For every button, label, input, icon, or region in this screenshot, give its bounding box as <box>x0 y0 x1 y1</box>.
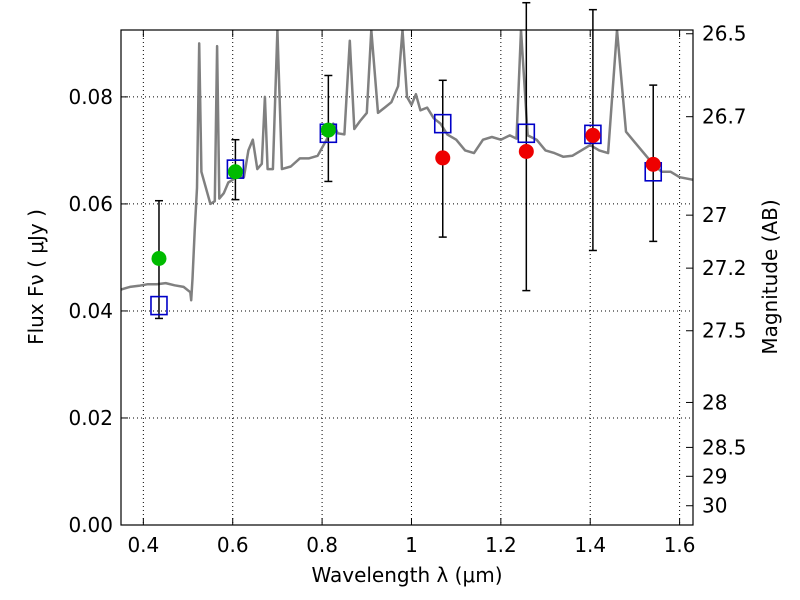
grid <box>121 30 693 526</box>
measured-photometry-layer <box>151 122 661 267</box>
detection-point <box>320 122 336 138</box>
non-detection-point <box>585 127 601 143</box>
model-photometry-square <box>584 124 602 145</box>
x-tick-label: 1.2 <box>485 533 517 557</box>
y-tick-label-right: 30 <box>702 494 727 518</box>
y-tick-label-right: 26.5 <box>702 22 747 46</box>
y-tick-label-left: 0.06 <box>68 192 113 216</box>
y-tick-label-right: 27.2 <box>702 256 747 280</box>
x-tick-label: 0.6 <box>217 533 249 557</box>
y-tick-label-left: 0.08 <box>68 85 113 109</box>
x-tick-label: 1 <box>405 533 418 557</box>
y-tick-label-right: 27.5 <box>702 319 747 343</box>
y-tick-label-left: 0.00 <box>68 513 113 537</box>
model-spectrum-line <box>121 30 693 302</box>
x-tick-label: 0.8 <box>306 533 338 557</box>
model-photometry-square <box>433 113 452 134</box>
y-tick-label-left: 0.04 <box>68 299 113 323</box>
y-tick-label-right: 29 <box>702 464 727 488</box>
non-detection-point <box>518 143 534 159</box>
y-tick-label-right: 28.5 <box>702 435 747 459</box>
model-photometry-square <box>150 295 168 316</box>
model-photometry-layer <box>150 113 663 316</box>
y-axis-title-right: Magnitude (AB) <box>758 199 782 354</box>
x-tick-label: 1.4 <box>574 533 606 557</box>
y-axis-title-left: Flux Fν ( μJy ) <box>24 209 48 345</box>
non-detection-point <box>645 156 661 172</box>
y-tick-label-right: 26.7 <box>702 105 747 129</box>
plot-frame <box>120 29 694 526</box>
detection-point <box>227 164 243 180</box>
x-tick-label: 1.6 <box>664 533 696 557</box>
y-tick-label-right: 28 <box>702 390 727 414</box>
detection-point <box>151 251 167 267</box>
model-spectrum-layer <box>121 30 693 302</box>
non-detection-point <box>435 150 451 166</box>
x-axis-title: Wavelength λ (μm) <box>311 563 502 587</box>
x-tick-label: 0.4 <box>127 533 159 557</box>
y-tick-label-right: 27 <box>702 203 727 227</box>
model-photometry-square <box>517 123 536 144</box>
y-tick-label-left: 0.02 <box>68 406 113 430</box>
axis-ticks: 0.4 0.6 0.8 1 1.2 1.4 1.6 0.00 0.02 0.04 0.06 0.08 2… <box>68 22 746 557</box>
